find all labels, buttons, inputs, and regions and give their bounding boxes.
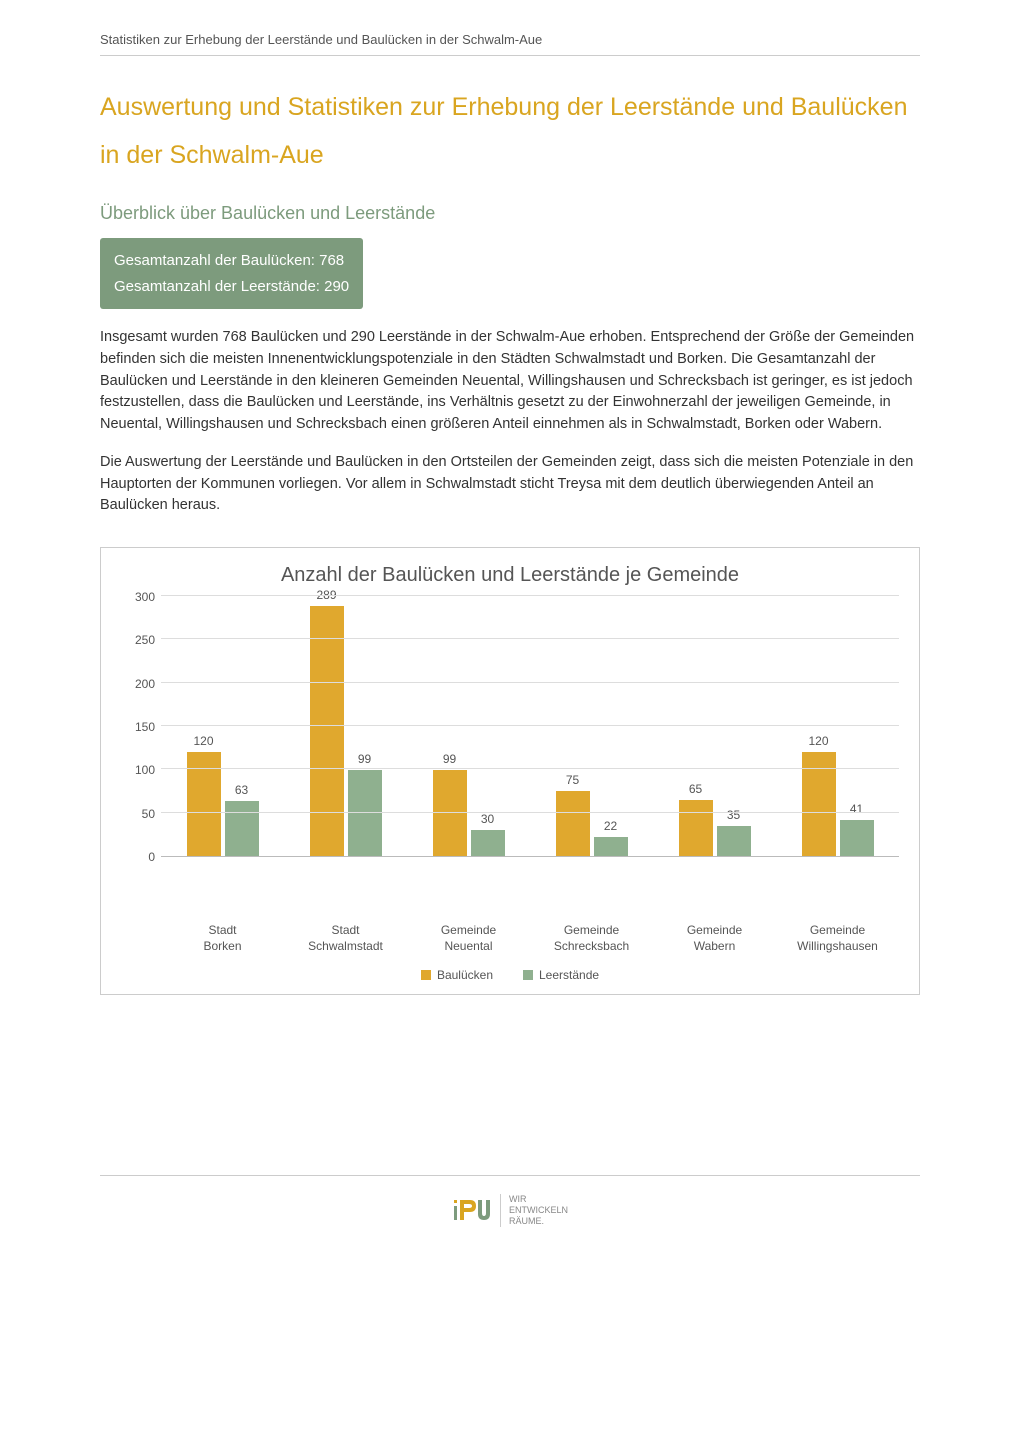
chart-bar: 22 — [594, 837, 628, 856]
chart-bar: 99 — [433, 770, 467, 856]
chart-bar: 63 — [225, 801, 259, 856]
chart-y-tick: 0 — [148, 850, 155, 864]
chart-gridline — [161, 768, 899, 769]
chart-legend-label: Leerstände — [539, 968, 599, 982]
chart-bar-group: 6535 — [653, 800, 776, 856]
chart-legend-swatch — [421, 970, 431, 980]
chart-bar: 65 — [679, 800, 713, 856]
page-footer: WIR ENTWICKELN RÄUME. — [100, 1175, 920, 1226]
chart-legend-item: Leerstände — [523, 968, 599, 982]
summary-line-leerstaende: Gesamtanzahl der Leerstände: 290 — [114, 274, 349, 300]
footer-tagline: WIR ENTWICKELN RÄUME. — [500, 1194, 568, 1226]
chart-bar: 35 — [717, 826, 751, 856]
chart-plot: 050100150200250300 120632899999307522653… — [121, 597, 899, 917]
chart-bar-group: 7522 — [530, 791, 653, 856]
chart-bar: 41 — [840, 820, 874, 856]
chart-bar-group: 28999 — [284, 606, 407, 856]
chart-bars-row: 120632899999307522653512041 — [161, 597, 899, 856]
chart-x-label: StadtSchwalmstadt — [284, 917, 407, 954]
chart-container: Anzahl der Baulücken und Leerstände je G… — [100, 547, 920, 995]
footer-tagline-l1: WIR — [509, 1194, 568, 1205]
chart-x-label: GemeindeNeuental — [407, 917, 530, 954]
footer-logo: WIR ENTWICKELN RÄUME. — [452, 1194, 568, 1226]
section-subtitle: Überblick über Baulücken und Leerstände — [100, 203, 920, 224]
chart-bar: 99 — [348, 770, 382, 856]
chart-y-tick: 300 — [135, 590, 155, 604]
chart-bar: 289 — [310, 606, 344, 856]
chart-x-label: StadtBorken — [161, 917, 284, 954]
chart-gridline — [161, 638, 899, 639]
chart-gridline — [161, 595, 899, 596]
chart-bar-value-label: 75 — [566, 773, 579, 787]
chart-bar-value-label: 120 — [808, 734, 828, 748]
paragraph-1: Insgesamt wurden 768 Baulücken und 290 L… — [100, 327, 920, 436]
chart-bar: 75 — [556, 791, 590, 856]
chart-title: Anzahl der Baulücken und Leerstände je G… — [121, 564, 899, 587]
chart-gridline — [161, 682, 899, 683]
running-header: Statistiken zur Erhebung der Leerstände … — [100, 32, 920, 56]
chart-bar-value-label: 22 — [604, 819, 617, 833]
chart-y-axis: 050100150200250300 — [121, 597, 161, 857]
chart-bar-value-label: 30 — [481, 812, 494, 826]
chart-x-label: GemeindeWabern — [653, 917, 776, 954]
summary-line-bauluecken: Gesamtanzahl der Baulücken: 768 — [114, 248, 349, 274]
chart-x-label: GemeindeSchrecksbach — [530, 917, 653, 954]
chart-gridline — [161, 725, 899, 726]
chart-y-tick: 50 — [142, 807, 155, 821]
chart-bar: 30 — [471, 830, 505, 856]
ipu-logo-icon — [452, 1196, 492, 1224]
chart-y-tick: 200 — [135, 677, 155, 691]
chart-plot-area: 120632899999307522653512041 — [161, 597, 899, 857]
chart-bar-value-label: 65 — [689, 782, 702, 796]
main-title: Auswertung und Statistiken zur Erhebung … — [100, 84, 920, 179]
chart-bar-group: 9930 — [407, 770, 530, 856]
chart-y-tick: 150 — [135, 720, 155, 734]
chart-legend-label: Baulücken — [437, 968, 493, 982]
summary-box: Gesamtanzahl der Baulücken: 768 Gesamtan… — [100, 238, 363, 309]
footer-tagline-l3: RÄUME. — [509, 1216, 568, 1227]
chart-bar-value-label: 99 — [358, 752, 371, 766]
footer-tagline-l2: ENTWICKELN — [509, 1205, 568, 1216]
chart-legend: Baulücken Leerstände — [121, 968, 899, 982]
chart-bar-value-label: 41 — [850, 802, 863, 816]
paragraph-2: Die Auswertung der Leerstände und Baulüc… — [100, 452, 920, 517]
chart-legend-swatch — [523, 970, 533, 980]
chart-x-label: GemeindeWillingshausen — [776, 917, 899, 954]
chart-bar-value-label: 63 — [235, 783, 248, 797]
chart-bar-value-label: 120 — [193, 734, 213, 748]
chart-y-tick: 250 — [135, 633, 155, 647]
chart-y-tick: 100 — [135, 763, 155, 777]
chart-gridline — [161, 812, 899, 813]
chart-bar-value-label: 99 — [443, 752, 456, 766]
chart-legend-item: Baulücken — [421, 968, 493, 982]
chart-bar-value-label: 35 — [727, 808, 740, 822]
chart-x-labels: StadtBorkenStadtSchwalmstadtGemeindeNeue… — [161, 917, 899, 954]
